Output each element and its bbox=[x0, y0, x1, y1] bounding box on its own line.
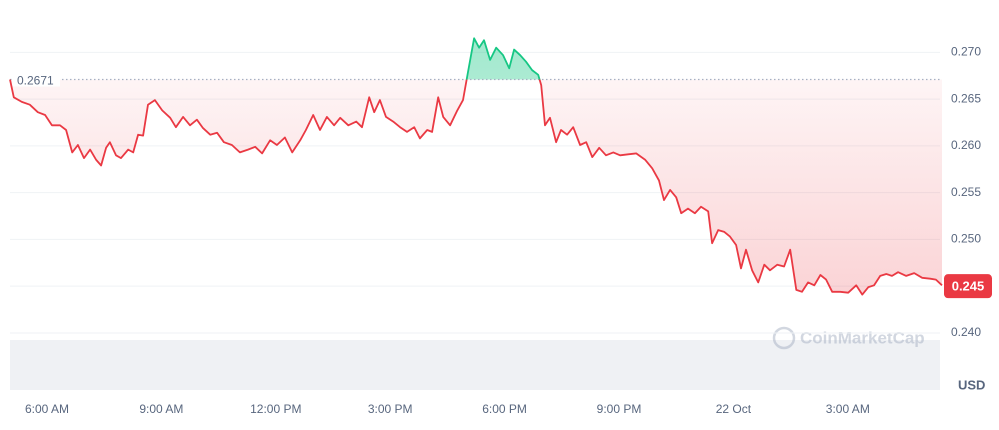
last-price-badge bbox=[944, 274, 992, 299]
y-tick-label: 0.260 bbox=[951, 138, 981, 152]
x-tick-label: 6:00 AM bbox=[25, 402, 69, 416]
line-up bbox=[10, 37, 541, 80]
y-tick-label: 0.270 bbox=[951, 45, 981, 59]
line-down bbox=[9, 79, 943, 296]
y-tick-label: 0.250 bbox=[951, 232, 981, 246]
x-tick-label: 9:00 AM bbox=[139, 402, 183, 416]
x-tick-label: 12:00 PM bbox=[250, 402, 301, 416]
volume-area bbox=[10, 340, 940, 390]
x-tick-label: 22 Oct bbox=[716, 402, 752, 416]
y-tick-label: 0.265 bbox=[951, 91, 981, 105]
x-tick-label: 9:00 PM bbox=[597, 402, 642, 416]
y-tick-label: 0.255 bbox=[951, 185, 981, 199]
baseline-label: 0.2671 bbox=[17, 74, 54, 88]
x-tick-label: 3:00 AM bbox=[826, 402, 870, 416]
watermark-text: CoinMarketCap bbox=[800, 328, 925, 347]
x-tick-label: 6:00 PM bbox=[482, 402, 527, 416]
area-down bbox=[10, 79, 942, 295]
y-tick-label: 0.240 bbox=[951, 325, 981, 339]
area-up bbox=[10, 38, 942, 80]
unit-label: USD bbox=[958, 377, 985, 392]
last-price-label: 0.245 bbox=[952, 279, 985, 294]
watermark-logo bbox=[772, 326, 796, 350]
baseline-label-bg bbox=[12, 72, 60, 87]
x-tick-label: 3:00 PM bbox=[368, 402, 413, 416]
